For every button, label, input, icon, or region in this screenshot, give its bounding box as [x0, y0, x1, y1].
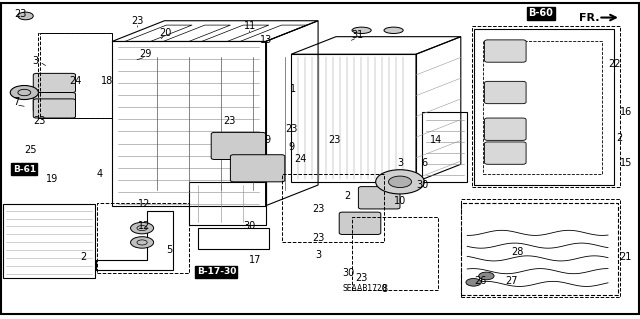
Circle shape [131, 237, 154, 248]
FancyBboxPatch shape [484, 81, 526, 104]
Text: 13: 13 [259, 35, 272, 45]
Text: 2: 2 [616, 133, 623, 143]
Ellipse shape [384, 27, 403, 33]
Text: 24: 24 [294, 154, 307, 165]
Text: 21: 21 [620, 252, 632, 262]
Bar [483, 41, 602, 174]
Text: 14: 14 [430, 135, 443, 145]
Bar [461, 199, 620, 297]
Text: 28: 28 [511, 247, 524, 257]
Text: 26: 26 [474, 276, 486, 286]
Text: B-17-30: B-17-30 [196, 267, 236, 276]
Text: SEAAB1720: SEAAB1720 [342, 284, 387, 293]
Text: 31: 31 [351, 30, 364, 40]
FancyBboxPatch shape [211, 132, 266, 160]
Circle shape [479, 272, 494, 280]
Ellipse shape [352, 27, 371, 33]
Text: 29: 29 [140, 49, 152, 59]
FancyBboxPatch shape [33, 93, 76, 112]
FancyBboxPatch shape [484, 142, 526, 164]
Text: 9: 9 [264, 135, 271, 145]
FancyBboxPatch shape [33, 73, 76, 93]
Text: 23: 23 [14, 9, 27, 19]
Text: 30: 30 [416, 180, 429, 190]
Bar [282, 174, 384, 242]
Text: 27: 27 [506, 276, 518, 286]
FancyBboxPatch shape [339, 212, 381, 234]
Text: 20: 20 [159, 28, 172, 39]
Text: 6: 6 [421, 158, 428, 168]
Bar [40, 33, 112, 118]
Text: 12: 12 [138, 221, 150, 232]
Bar [352, 217, 438, 290]
Bar [461, 203, 618, 295]
Circle shape [376, 170, 424, 194]
Text: 8: 8 [381, 284, 387, 294]
FancyBboxPatch shape [484, 40, 526, 62]
Circle shape [131, 222, 154, 234]
Text: 17: 17 [248, 255, 261, 265]
Text: 3: 3 [397, 158, 403, 168]
Text: 11: 11 [243, 20, 256, 31]
Text: 1: 1 [290, 84, 296, 94]
Text: 7: 7 [13, 97, 19, 107]
Circle shape [18, 12, 33, 20]
Text: 30: 30 [243, 221, 256, 232]
Text: 23: 23 [131, 16, 144, 26]
Circle shape [466, 278, 481, 286]
Text: 10: 10 [394, 196, 406, 206]
FancyBboxPatch shape [358, 187, 400, 209]
Text: 2: 2 [344, 191, 351, 201]
Text: 3: 3 [32, 56, 38, 66]
Bar [472, 26, 620, 187]
Text: 23: 23 [312, 233, 325, 243]
Circle shape [388, 176, 412, 188]
Text: 24: 24 [69, 76, 82, 86]
Text: 30: 30 [342, 268, 355, 278]
Circle shape [10, 85, 38, 100]
Text: 23: 23 [223, 116, 236, 126]
Text: 12: 12 [138, 199, 150, 209]
Text: 9: 9 [288, 142, 294, 152]
Text: 2: 2 [80, 252, 86, 262]
Text: 16: 16 [620, 107, 632, 117]
FancyBboxPatch shape [230, 155, 285, 182]
Text: FR.: FR. [579, 12, 599, 23]
Text: 23: 23 [355, 272, 368, 283]
Text: 23: 23 [328, 135, 340, 145]
FancyBboxPatch shape [484, 118, 526, 140]
Text: 23: 23 [285, 124, 298, 134]
Text: 25: 25 [24, 145, 37, 155]
Text: 5: 5 [166, 245, 173, 256]
Bar [97, 203, 189, 273]
Text: 15: 15 [620, 158, 632, 168]
Text: 23: 23 [312, 204, 325, 214]
Text: 19: 19 [46, 174, 59, 184]
Text: 18: 18 [101, 76, 114, 86]
Text: 4: 4 [96, 169, 102, 179]
Text: B-60: B-60 [529, 8, 553, 19]
FancyBboxPatch shape [33, 99, 76, 118]
Bar [38, 33, 112, 118]
Text: 3: 3 [316, 250, 322, 260]
Text: 22: 22 [608, 59, 621, 69]
Text: B-61: B-61 [13, 165, 36, 174]
Text: 23: 23 [33, 116, 46, 126]
